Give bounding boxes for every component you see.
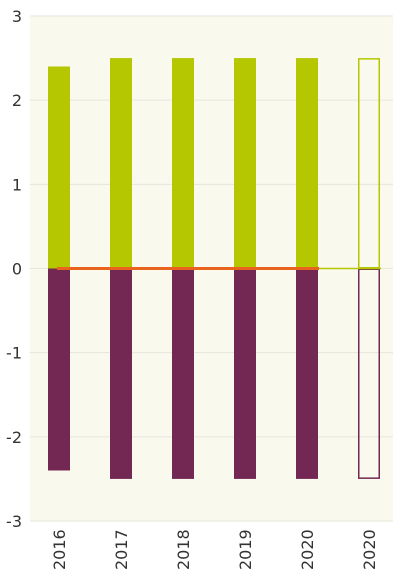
x-tick-label: 2018	[174, 529, 193, 570]
y-axis-ticks: 3 2 1 0 -1 -2 -3	[6, 7, 22, 531]
y-tick-label: 1	[12, 175, 22, 194]
bar-positive	[234, 58, 256, 269]
x-tick-label: 2020	[360, 529, 379, 570]
y-tick-label: -1	[6, 344, 22, 363]
x-axis-ticks: 2016 2017 2018 2019 2020 2020	[50, 529, 379, 570]
x-tick-label: 2020	[298, 529, 317, 570]
bar-positive	[296, 58, 318, 269]
bars	[48, 58, 380, 479]
x-tick-label: 2016	[50, 529, 69, 570]
y-tick-label: 2	[12, 91, 22, 110]
y-tick-label: -2	[6, 428, 22, 447]
bar-negative	[172, 268, 194, 479]
bar-positive	[110, 58, 132, 269]
bar-negative	[234, 268, 256, 479]
y-tick-label: 0	[12, 260, 22, 279]
bar-negative	[110, 268, 132, 479]
y-tick-label: -3	[6, 512, 22, 531]
bar-negative	[48, 268, 70, 471]
bar-positive	[48, 66, 70, 269]
x-tick-label: 2017	[112, 529, 131, 570]
x-tick-label: 2019	[236, 529, 255, 570]
y-tick-label: 3	[12, 7, 22, 26]
bar-negative	[296, 268, 318, 479]
bar-positive	[172, 58, 194, 269]
